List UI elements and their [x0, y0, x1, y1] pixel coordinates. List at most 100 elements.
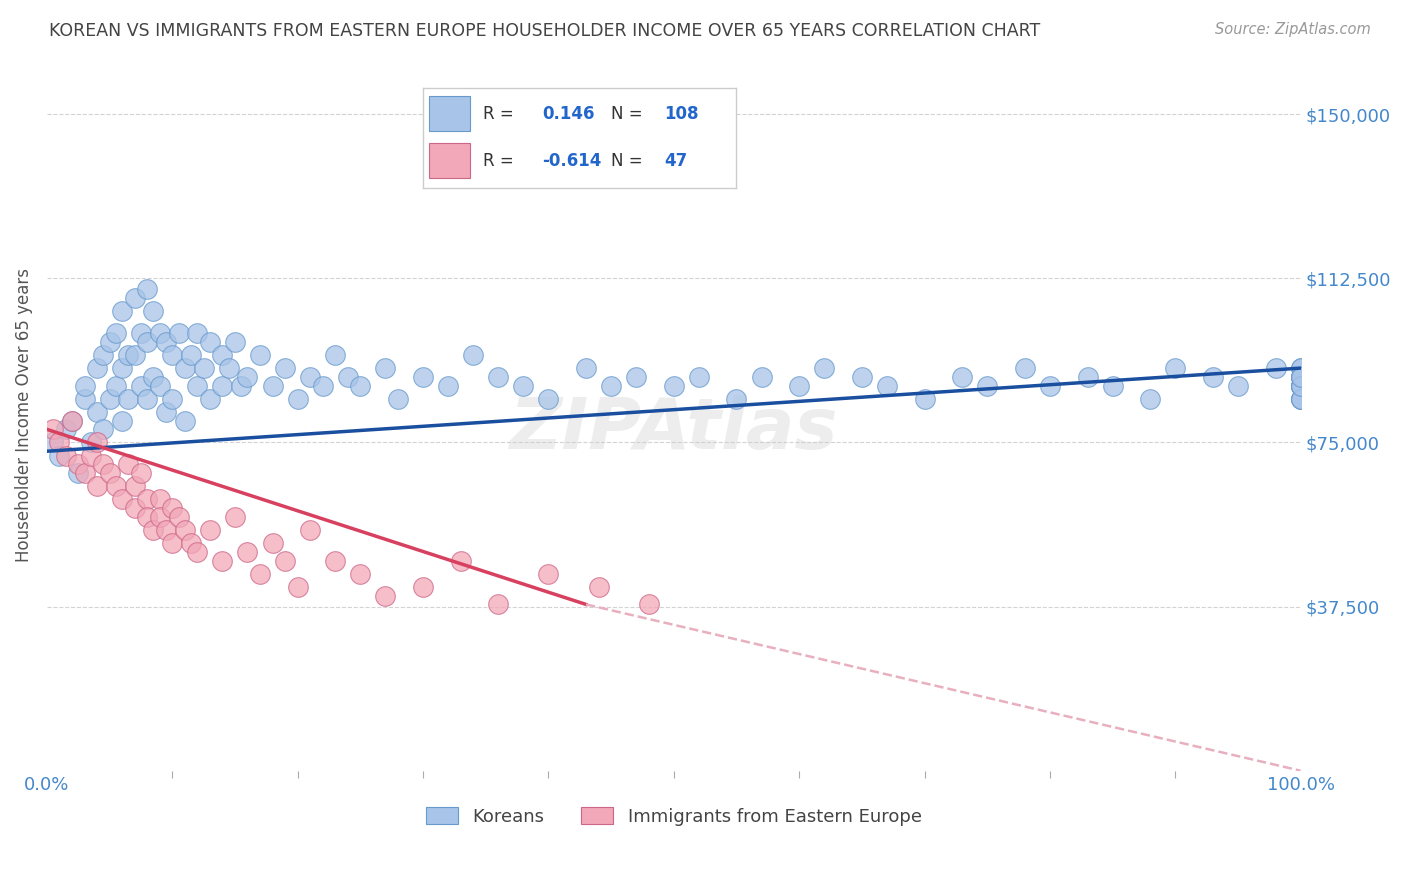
Point [149, 378, 172, 392]
Point [1289, 392, 1312, 406]
Point [211, 554, 233, 568]
Point [98, 334, 121, 349]
Point [86, 405, 108, 419]
Point [1289, 378, 1312, 392]
Point [136, 492, 159, 507]
Point [136, 282, 159, 296]
Point [1289, 369, 1312, 384]
Point [162, 392, 184, 406]
Point [274, 554, 297, 568]
Point [1289, 378, 1312, 392]
Point [117, 458, 139, 472]
Point [688, 369, 710, 384]
Point [236, 545, 259, 559]
Point [67, 466, 90, 480]
Point [725, 392, 748, 406]
Point [162, 536, 184, 550]
Point [299, 523, 322, 537]
Point [136, 392, 159, 406]
Point [155, 334, 177, 349]
Point [287, 392, 309, 406]
Point [186, 378, 208, 392]
Point [1289, 378, 1312, 392]
Point [412, 580, 434, 594]
Point [124, 291, 146, 305]
Point [142, 369, 165, 384]
Point [1289, 392, 1312, 406]
Point [98, 466, 121, 480]
Point [55, 422, 77, 436]
Point [1289, 392, 1312, 406]
Point [167, 509, 190, 524]
Point [512, 378, 534, 392]
Point [111, 361, 134, 376]
Point [104, 378, 127, 392]
Point [1039, 378, 1062, 392]
Point [186, 326, 208, 340]
Point [104, 479, 127, 493]
Point [387, 392, 409, 406]
Point [67, 458, 90, 472]
Point [1289, 378, 1312, 392]
Point [450, 554, 472, 568]
Point [1014, 361, 1036, 376]
Point [48, 435, 70, 450]
Point [976, 378, 998, 392]
Point [142, 304, 165, 318]
Point [86, 479, 108, 493]
Point [211, 348, 233, 362]
Point [224, 509, 246, 524]
Point [218, 361, 240, 376]
Point [55, 449, 77, 463]
Y-axis label: Householder Income Over 65 years: Householder Income Over 65 years [15, 268, 32, 562]
Point [198, 523, 221, 537]
Point [323, 554, 346, 568]
Point [73, 392, 96, 406]
Point [1289, 369, 1312, 384]
Point [1289, 369, 1312, 384]
Point [111, 304, 134, 318]
Point [124, 501, 146, 516]
Point [173, 414, 195, 428]
Point [173, 523, 195, 537]
Point [98, 392, 121, 406]
Point [437, 378, 460, 392]
Text: KOREAN VS IMMIGRANTS FROM EASTERN EUROPE HOUSEHOLDER INCOME OVER 65 YEARS CORREL: KOREAN VS IMMIGRANTS FROM EASTERN EUROPE… [49, 22, 1040, 40]
Point [124, 479, 146, 493]
Text: ZIPAtlas: ZIPAtlas [509, 395, 838, 464]
Point [950, 369, 973, 384]
Point [236, 369, 259, 384]
Point [231, 378, 253, 392]
Point [111, 414, 134, 428]
Point [129, 326, 152, 340]
Point [412, 369, 434, 384]
Point [80, 449, 103, 463]
Point [813, 361, 835, 376]
Point [662, 378, 685, 392]
Point [142, 523, 165, 537]
Point [1289, 378, 1312, 392]
Point [787, 378, 810, 392]
Point [117, 392, 139, 406]
Point [1289, 361, 1312, 376]
Point [486, 369, 509, 384]
Point [86, 361, 108, 376]
Point [80, 435, 103, 450]
Point [42, 422, 65, 436]
Point [91, 348, 114, 362]
Point [136, 334, 159, 349]
Point [249, 348, 271, 362]
Point [149, 492, 172, 507]
Point [111, 492, 134, 507]
Legend: Koreans, Immigrants from Eastern Europe: Koreans, Immigrants from Eastern Europe [426, 807, 922, 826]
Point [91, 422, 114, 436]
Point [287, 580, 309, 594]
Point [600, 378, 623, 392]
Point [876, 378, 898, 392]
Point [1289, 369, 1312, 384]
Point [751, 369, 773, 384]
Point [186, 545, 208, 559]
Point [198, 334, 221, 349]
Point [73, 466, 96, 480]
Point [323, 348, 346, 362]
